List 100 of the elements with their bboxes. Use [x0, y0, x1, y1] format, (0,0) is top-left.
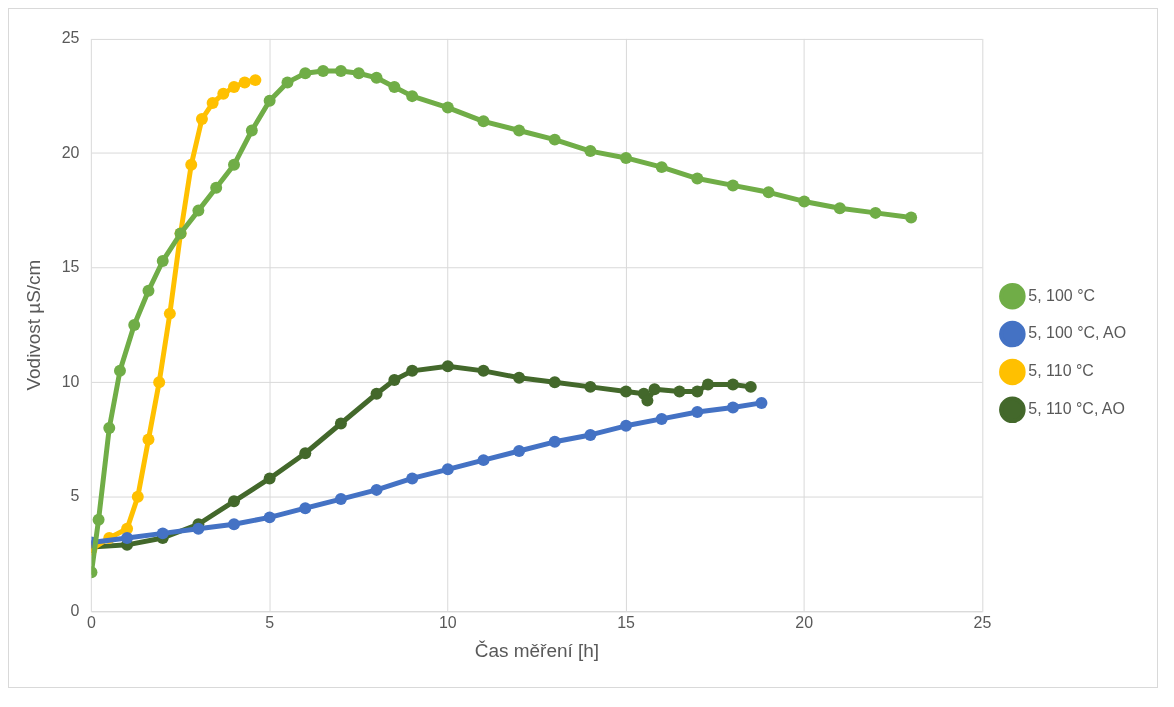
point	[833, 202, 846, 215]
point	[869, 206, 882, 219]
point	[131, 490, 144, 503]
point	[691, 385, 704, 398]
point	[334, 417, 347, 430]
point	[620, 385, 633, 398]
point	[584, 428, 597, 441]
x-tick-label: 5	[265, 614, 275, 632]
x-tick-label: 15	[617, 614, 636, 632]
point	[548, 376, 561, 389]
point	[584, 145, 597, 158]
y-tick-label: 15	[61, 258, 80, 276]
point	[548, 133, 561, 146]
point	[744, 380, 757, 393]
point	[798, 195, 811, 208]
point	[185, 158, 198, 171]
point	[281, 76, 294, 89]
point	[406, 472, 419, 485]
point	[370, 71, 383, 84]
point	[620, 419, 633, 432]
y-tick-label: 10	[61, 372, 80, 390]
point	[352, 67, 365, 80]
point	[513, 124, 526, 137]
point	[513, 444, 526, 457]
point	[441, 101, 454, 114]
point	[142, 284, 155, 297]
point	[762, 186, 775, 199]
point	[655, 412, 668, 425]
y-tick-label: 5	[70, 487, 80, 505]
point	[548, 435, 561, 448]
point	[477, 364, 490, 377]
point	[334, 64, 347, 77]
point	[156, 527, 169, 540]
point	[210, 181, 223, 194]
point	[142, 433, 155, 446]
point	[263, 511, 276, 524]
x-tick-label: 20	[795, 614, 814, 632]
point	[648, 383, 661, 396]
point	[388, 374, 401, 386]
point	[673, 385, 686, 398]
point	[228, 158, 240, 171]
point	[195, 113, 208, 126]
point	[163, 307, 176, 320]
point	[702, 378, 714, 391]
point	[299, 502, 312, 515]
point	[156, 254, 169, 267]
point	[153, 376, 166, 389]
point	[726, 378, 739, 391]
point	[192, 522, 205, 535]
point	[103, 422, 116, 435]
y-axis-title: Vodivost µS/cm	[22, 259, 44, 391]
point	[245, 124, 258, 137]
point	[477, 454, 490, 467]
point	[441, 463, 454, 476]
point	[584, 380, 597, 393]
y-tick-label: 20	[61, 143, 80, 161]
point	[206, 97, 219, 109]
point	[370, 387, 383, 400]
point	[217, 87, 230, 100]
point	[477, 115, 490, 128]
point	[299, 67, 312, 80]
point	[388, 81, 401, 93]
x-tick-label: 0	[87, 614, 97, 632]
point	[691, 172, 704, 185]
point	[655, 161, 668, 174]
point	[317, 64, 330, 77]
x-axis-title: Čas měření [h]	[474, 639, 600, 661]
point	[192, 204, 205, 217]
point	[513, 371, 526, 384]
point	[228, 81, 240, 93]
point	[370, 483, 383, 496]
x-tick-label: 25	[973, 614, 992, 632]
point	[228, 518, 240, 531]
point	[755, 396, 768, 409]
point	[620, 151, 633, 164]
point	[113, 364, 126, 377]
point	[406, 90, 419, 103]
point	[905, 211, 918, 224]
legend-label: 5, 100 °C	[1028, 286, 1096, 304]
point	[263, 94, 276, 107]
point	[726, 179, 739, 192]
point	[406, 364, 419, 377]
point	[726, 401, 739, 414]
legend-label: 5, 110 °C	[1028, 362, 1094, 380]
point	[263, 472, 276, 485]
point	[228, 495, 240, 508]
y-tick-label: 25	[61, 29, 80, 47]
point	[299, 447, 312, 460]
point	[121, 531, 134, 544]
x-tick-label: 10	[438, 614, 457, 632]
point	[92, 513, 105, 526]
point	[334, 493, 347, 506]
y-tick-label: 0	[70, 601, 80, 619]
point	[238, 76, 251, 89]
legend-label: 5, 110 °C, AO	[1028, 400, 1125, 418]
point	[691, 406, 704, 419]
point	[249, 74, 262, 87]
point	[128, 319, 141, 332]
legend-label: 5, 100 °C, AO	[1028, 324, 1127, 342]
point	[441, 360, 454, 373]
